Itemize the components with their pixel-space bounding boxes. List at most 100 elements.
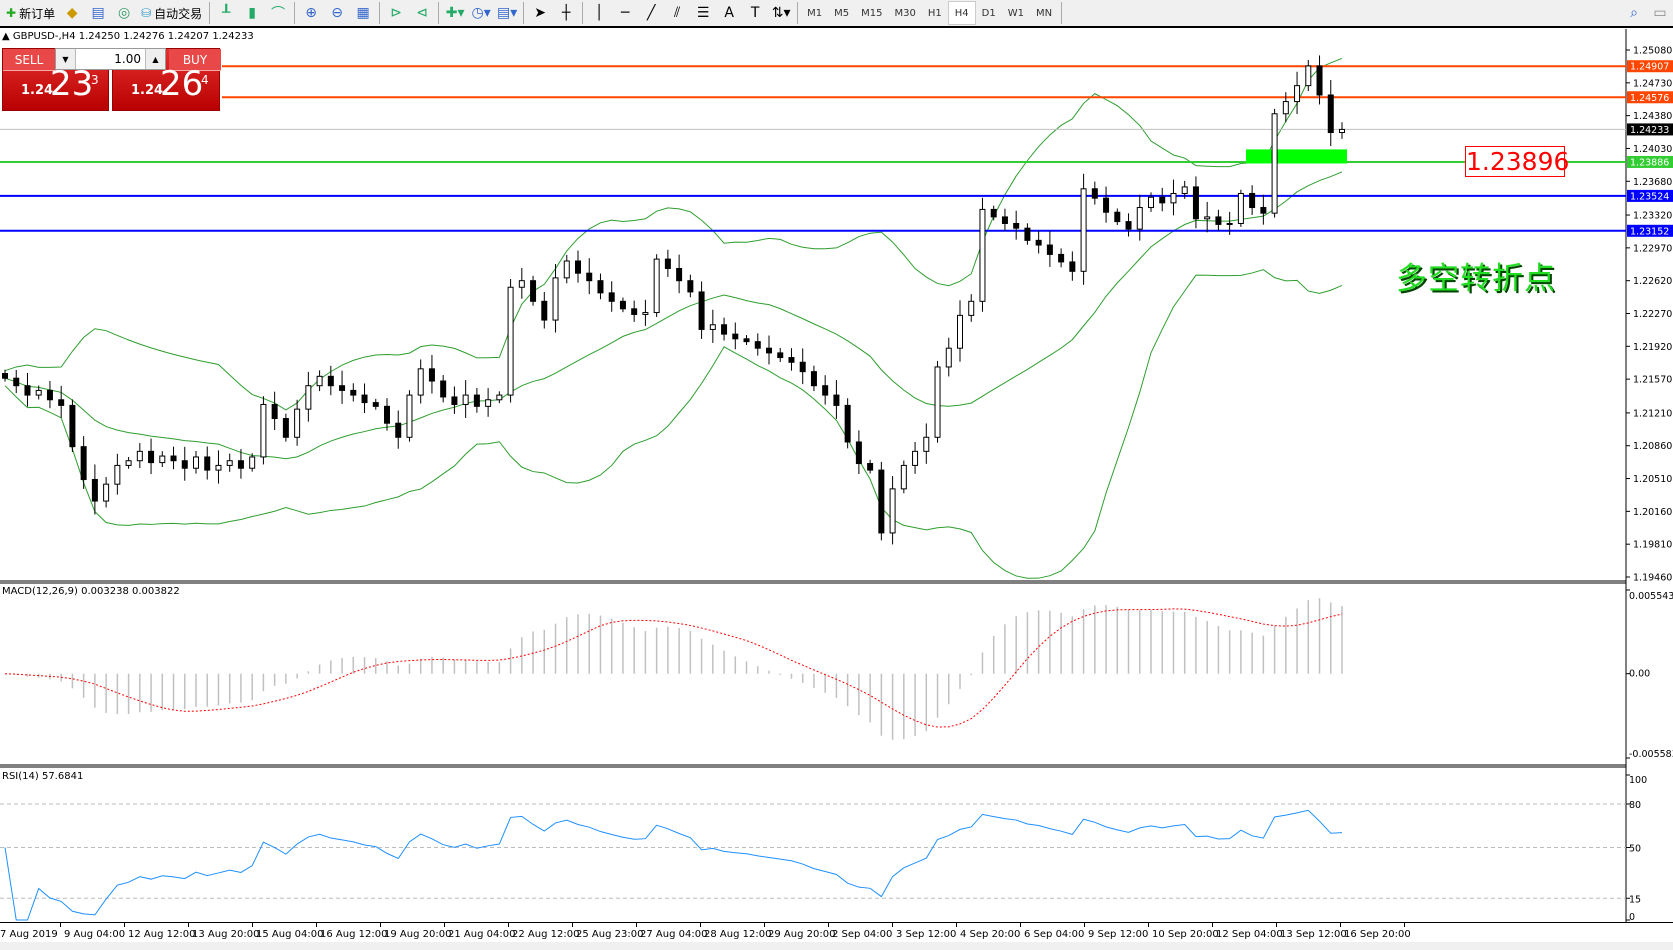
signals-button[interactable]: ◎: [117, 5, 131, 21]
timeframe-d1[interactable]: D1: [981, 7, 996, 19]
buy-button[interactable]: BUY 1.24 26 4: [112, 48, 221, 111]
candle-body: [46, 389, 53, 401]
horizontal-line-button[interactable]: ─: [620, 5, 630, 21]
text-label-button[interactable]: T: [750, 5, 760, 21]
lot-decrease-button[interactable]: ▼: [56, 49, 76, 69]
timeframe-mn[interactable]: MN: [1035, 7, 1053, 19]
bar-chart-button[interactable]: ┸: [221, 5, 231, 21]
lot-increase-button[interactable]: ▲: [145, 49, 165, 69]
time-tick: [508, 923, 509, 927]
candle-body: [518, 280, 525, 288]
candle-body: [1148, 196, 1154, 209]
candle-body: [1170, 192, 1177, 204]
equidistant-channel-button[interactable]: ⫽: [674, 5, 681, 21]
timeframe-m30[interactable]: M30: [894, 7, 916, 19]
timeframe-w1[interactable]: W1: [1007, 7, 1024, 19]
fibonacci-button[interactable]: ☰: [696, 5, 710, 21]
search-icon[interactable]: ⌕: [1630, 5, 1638, 21]
rsi-line: [4, 809, 1343, 921]
price-line-label-bg: [1627, 91, 1673, 104]
vertical-line-button[interactable]: │: [594, 5, 604, 21]
candle-body: [69, 404, 76, 448]
new-order-button[interactable]: ✚ 新订单: [6, 6, 56, 21]
auto-trading-button[interactable]: ⛁ 自动交易: [141, 6, 203, 21]
time-tick-label: 16 Aug 12:00: [320, 929, 388, 940]
candle-body: [294, 408, 301, 438]
candlestick-button[interactable]: ▮: [248, 5, 257, 21]
candle-body: [1204, 216, 1211, 220]
timeframe-m5[interactable]: M5: [834, 7, 850, 19]
candle-body: [1013, 222, 1020, 229]
collapse-icon[interactable]: ▲: [2, 31, 13, 42]
macd-label: MACD(12,26,9) 0.003238 0.003822: [2, 586, 180, 597]
price-line-label-bg: [1627, 224, 1673, 237]
candle-body: [608, 292, 615, 302]
arrows-button[interactable]: ⇅▾: [771, 5, 791, 21]
candle-body: [1282, 101, 1289, 115]
crosshair-button[interactable]: ┼: [561, 5, 571, 21]
trendline-button[interactable]: ╱: [646, 5, 656, 21]
periods-button[interactable]: ◷▾: [471, 5, 491, 21]
price-chart[interactable]: 1.25080 1.24730 1.24380 1.24030 1.23680 1.233…: [0, 29, 1673, 923]
time-tick: [124, 923, 125, 927]
time-tick: [1148, 923, 1149, 927]
candle-body: [1237, 192, 1244, 224]
cursor-button[interactable]: ➤: [534, 5, 547, 21]
candle-body: [451, 396, 458, 405]
indicators-button[interactable]: ✚▾: [445, 5, 465, 21]
candle-body: [1260, 207, 1267, 214]
macd-tick-label: 0.00: [1629, 669, 1650, 680]
lot-input[interactable]: 1.00: [114, 52, 141, 66]
price-tick-label: 1.25080: [1633, 46, 1672, 57]
time-tick: [1340, 923, 1341, 927]
tile-windows-button[interactable]: ▦: [356, 5, 370, 21]
zoom-out-button[interactable]: ⊖: [331, 5, 344, 21]
timeframe-h4[interactable]: H4: [947, 1, 976, 25]
candle-body: [473, 394, 480, 407]
time-tick-label: 13 Aug 20:00: [192, 929, 260, 940]
time-tick-label: 6 Sep 04:00: [1024, 929, 1085, 940]
macd-tick-label: 0.005543: [1629, 591, 1673, 602]
chat-icon[interactable]: ▭: [1653, 5, 1667, 21]
time-tick: [828, 923, 829, 927]
pivot-annotation-text[interactable]: 多空转折点: [1396, 261, 1556, 297]
candle-body: [1125, 221, 1132, 230]
time-tick: [60, 923, 61, 927]
zoom-in-button[interactable]: ⊕: [305, 5, 318, 21]
candle-body: [1339, 128, 1345, 134]
price-tick-label: 1.23680: [1633, 177, 1672, 188]
candle-body: [867, 463, 874, 471]
candle-body: [485, 399, 492, 407]
candle-body: [193, 456, 199, 469]
candle-body: [979, 208, 986, 302]
price-annotation[interactable]: 1.23896: [1465, 146, 1570, 177]
timeframe-h1[interactable]: H1: [927, 7, 942, 19]
templates-button[interactable]: ▤▾: [497, 5, 518, 21]
candle-body: [754, 341, 761, 349]
candle-body: [1024, 227, 1031, 241]
price-line-label: 1.24907: [1630, 62, 1669, 73]
candle-body: [1035, 239, 1042, 246]
candle-body: [24, 385, 31, 396]
text-button[interactable]: A: [724, 5, 734, 21]
candle-body: [1114, 211, 1121, 223]
navigator-button[interactable]: ▤: [91, 5, 105, 21]
candle-body: [687, 280, 694, 293]
timeframe-m1[interactable]: M1: [807, 7, 823, 19]
candle-body: [1046, 244, 1053, 255]
line-chart-button[interactable]: ⌒: [271, 6, 286, 22]
time-tick-label: 12 Aug 12:00: [128, 929, 196, 940]
candle-body: [496, 394, 503, 401]
candle-body: [148, 450, 155, 464]
timeframe-m15[interactable]: M15: [861, 7, 883, 19]
auto-scroll-button[interactable]: ⊳: [390, 5, 403, 21]
market-watch-button[interactable]: ◆: [66, 5, 78, 21]
candle-body: [664, 258, 671, 269]
candle-body: [1226, 222, 1233, 225]
lot-size-stepper[interactable]: ▼ 1.00 ▲: [55, 48, 166, 70]
chart-shift-button[interactable]: ⊲: [416, 5, 429, 21]
price-line-label: 1.23524: [1630, 191, 1669, 202]
candle-body: [1271, 113, 1278, 214]
price-tick-label: 1.19810: [1633, 540, 1672, 551]
candle-body: [249, 456, 256, 469]
